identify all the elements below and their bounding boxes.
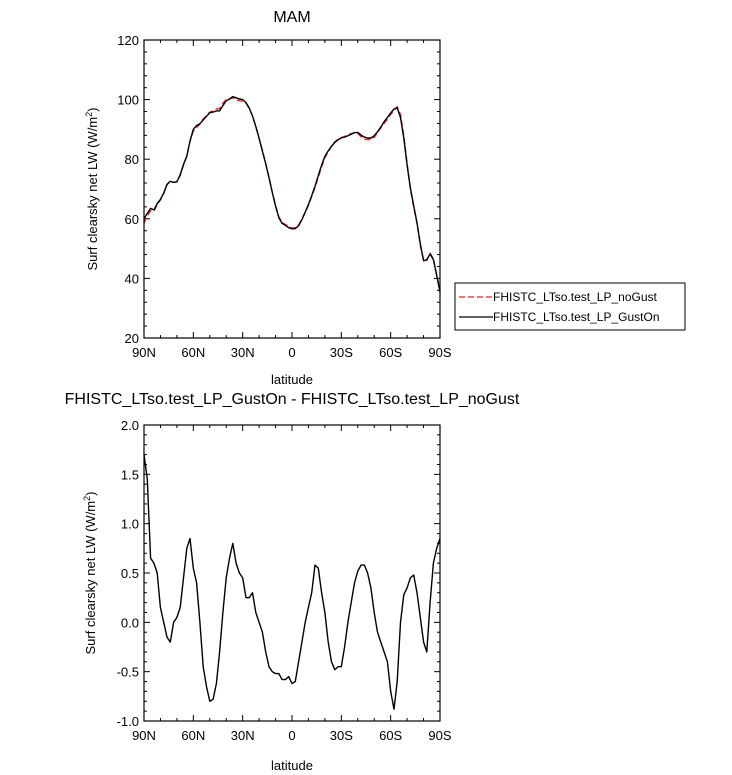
bottom-y-axis-label-main: Surf clearsky net LW (W/m <box>83 501 98 655</box>
top-y-axis-label-sup: 2 <box>84 112 94 117</box>
bottom-panel: FHISTC_LTso.test_LP_GustOn - FHISTC_LTso… <box>65 391 520 773</box>
top-x-tick-label: 30S <box>330 345 353 360</box>
bottom-y-axis-label-sup: 2 <box>82 496 92 501</box>
legend: FHISTC_LTso.test_LP_noGust FHISTC_LTso.t… <box>454 282 686 331</box>
top-y-tick-label: 120 <box>117 33 139 48</box>
bottom-ticks: 90N 60N 30N 0 30S 60S 90S -1.0 -0.5 0.0 0.5 1.0 1.5 2… <box>117 418 452 743</box>
top-x-tick-label: 60N <box>181 345 205 360</box>
top-x-tick-label: 0 <box>288 345 295 360</box>
bottom-series-line-0 <box>143 454 441 710</box>
legend-label-noGust: FHISTC_LTso.test_LP_noGust <box>493 290 658 304</box>
top-ticks: 90N 60N 30N 0 30S 60S 90S 20 40 60 80 100 120 <box>117 33 452 360</box>
bottom-y-tick-label: 0.0 <box>121 615 139 630</box>
top-x-tick-label: 60S <box>379 345 402 360</box>
top-x-tick-label: 90S <box>428 345 451 360</box>
bottom-y-axis-label: Surf clearsky net LW (W/m2) <box>82 492 98 655</box>
bottom-x-tick-label: 90S <box>428 728 451 743</box>
bottom-x-tick-label: 60S <box>379 728 402 743</box>
bottom-x-tick-label: 30N <box>231 728 255 743</box>
top-y-tick-label: 20 <box>125 331 139 346</box>
top-y-tick-label: 100 <box>117 93 139 108</box>
legend-box <box>454 282 686 331</box>
top-y-axis-label-end: ) <box>85 108 100 112</box>
top-chart-title: MAM <box>273 9 310 26</box>
bottom-y-tick-label: 1.0 <box>121 517 139 532</box>
top-series-line-1 <box>143 95 441 293</box>
top-y-tick-label: 40 <box>125 271 139 286</box>
bottom-y-tick-label: 0.5 <box>121 566 139 581</box>
bottom-x-axis-label: latitude <box>271 758 313 773</box>
bottom-x-tick-label: 90N <box>132 728 156 743</box>
bottom-y-tick-label: 2.0 <box>121 418 139 433</box>
bottom-y-tick-label: 1.5 <box>121 467 139 482</box>
top-x-tick-label: 90N <box>132 345 156 360</box>
bottom-x-tick-label: 0 <box>288 728 295 743</box>
bottom-series <box>143 454 441 710</box>
top-series <box>143 95 441 293</box>
top-y-axis-label: Surf clearsky net LW (W/m2) <box>84 108 100 271</box>
bottom-y-axis-label-end: ) <box>83 492 98 496</box>
top-series-line-0 <box>143 97 441 290</box>
top-x-tick-label: 30N <box>231 345 255 360</box>
top-plot-frame <box>143 39 441 339</box>
top-panel: MAM 90N 60N 30N 0 30S 60S 90S 20 40 60 80 100 120 la… <box>84 9 686 387</box>
top-y-axis-label-main: Surf clearsky net LW (W/m <box>85 117 100 271</box>
legend-label-GustOn: FHISTC_LTso.test_LP_GustOn <box>493 310 660 324</box>
bottom-x-tick-label: 60N <box>181 728 205 743</box>
top-y-tick-label: 80 <box>125 152 139 167</box>
bottom-y-tick-label: -1.0 <box>117 714 139 729</box>
bottom-chart-title: FHISTC_LTso.test_LP_GustOn - FHISTC_LTso… <box>65 391 520 408</box>
top-x-axis-label: latitude <box>271 372 313 387</box>
bottom-y-tick-label: -0.5 <box>117 665 139 680</box>
top-y-tick-label: 60 <box>125 212 139 227</box>
bottom-x-tick-label: 30S <box>330 728 353 743</box>
bottom-plot-frame <box>143 424 441 722</box>
